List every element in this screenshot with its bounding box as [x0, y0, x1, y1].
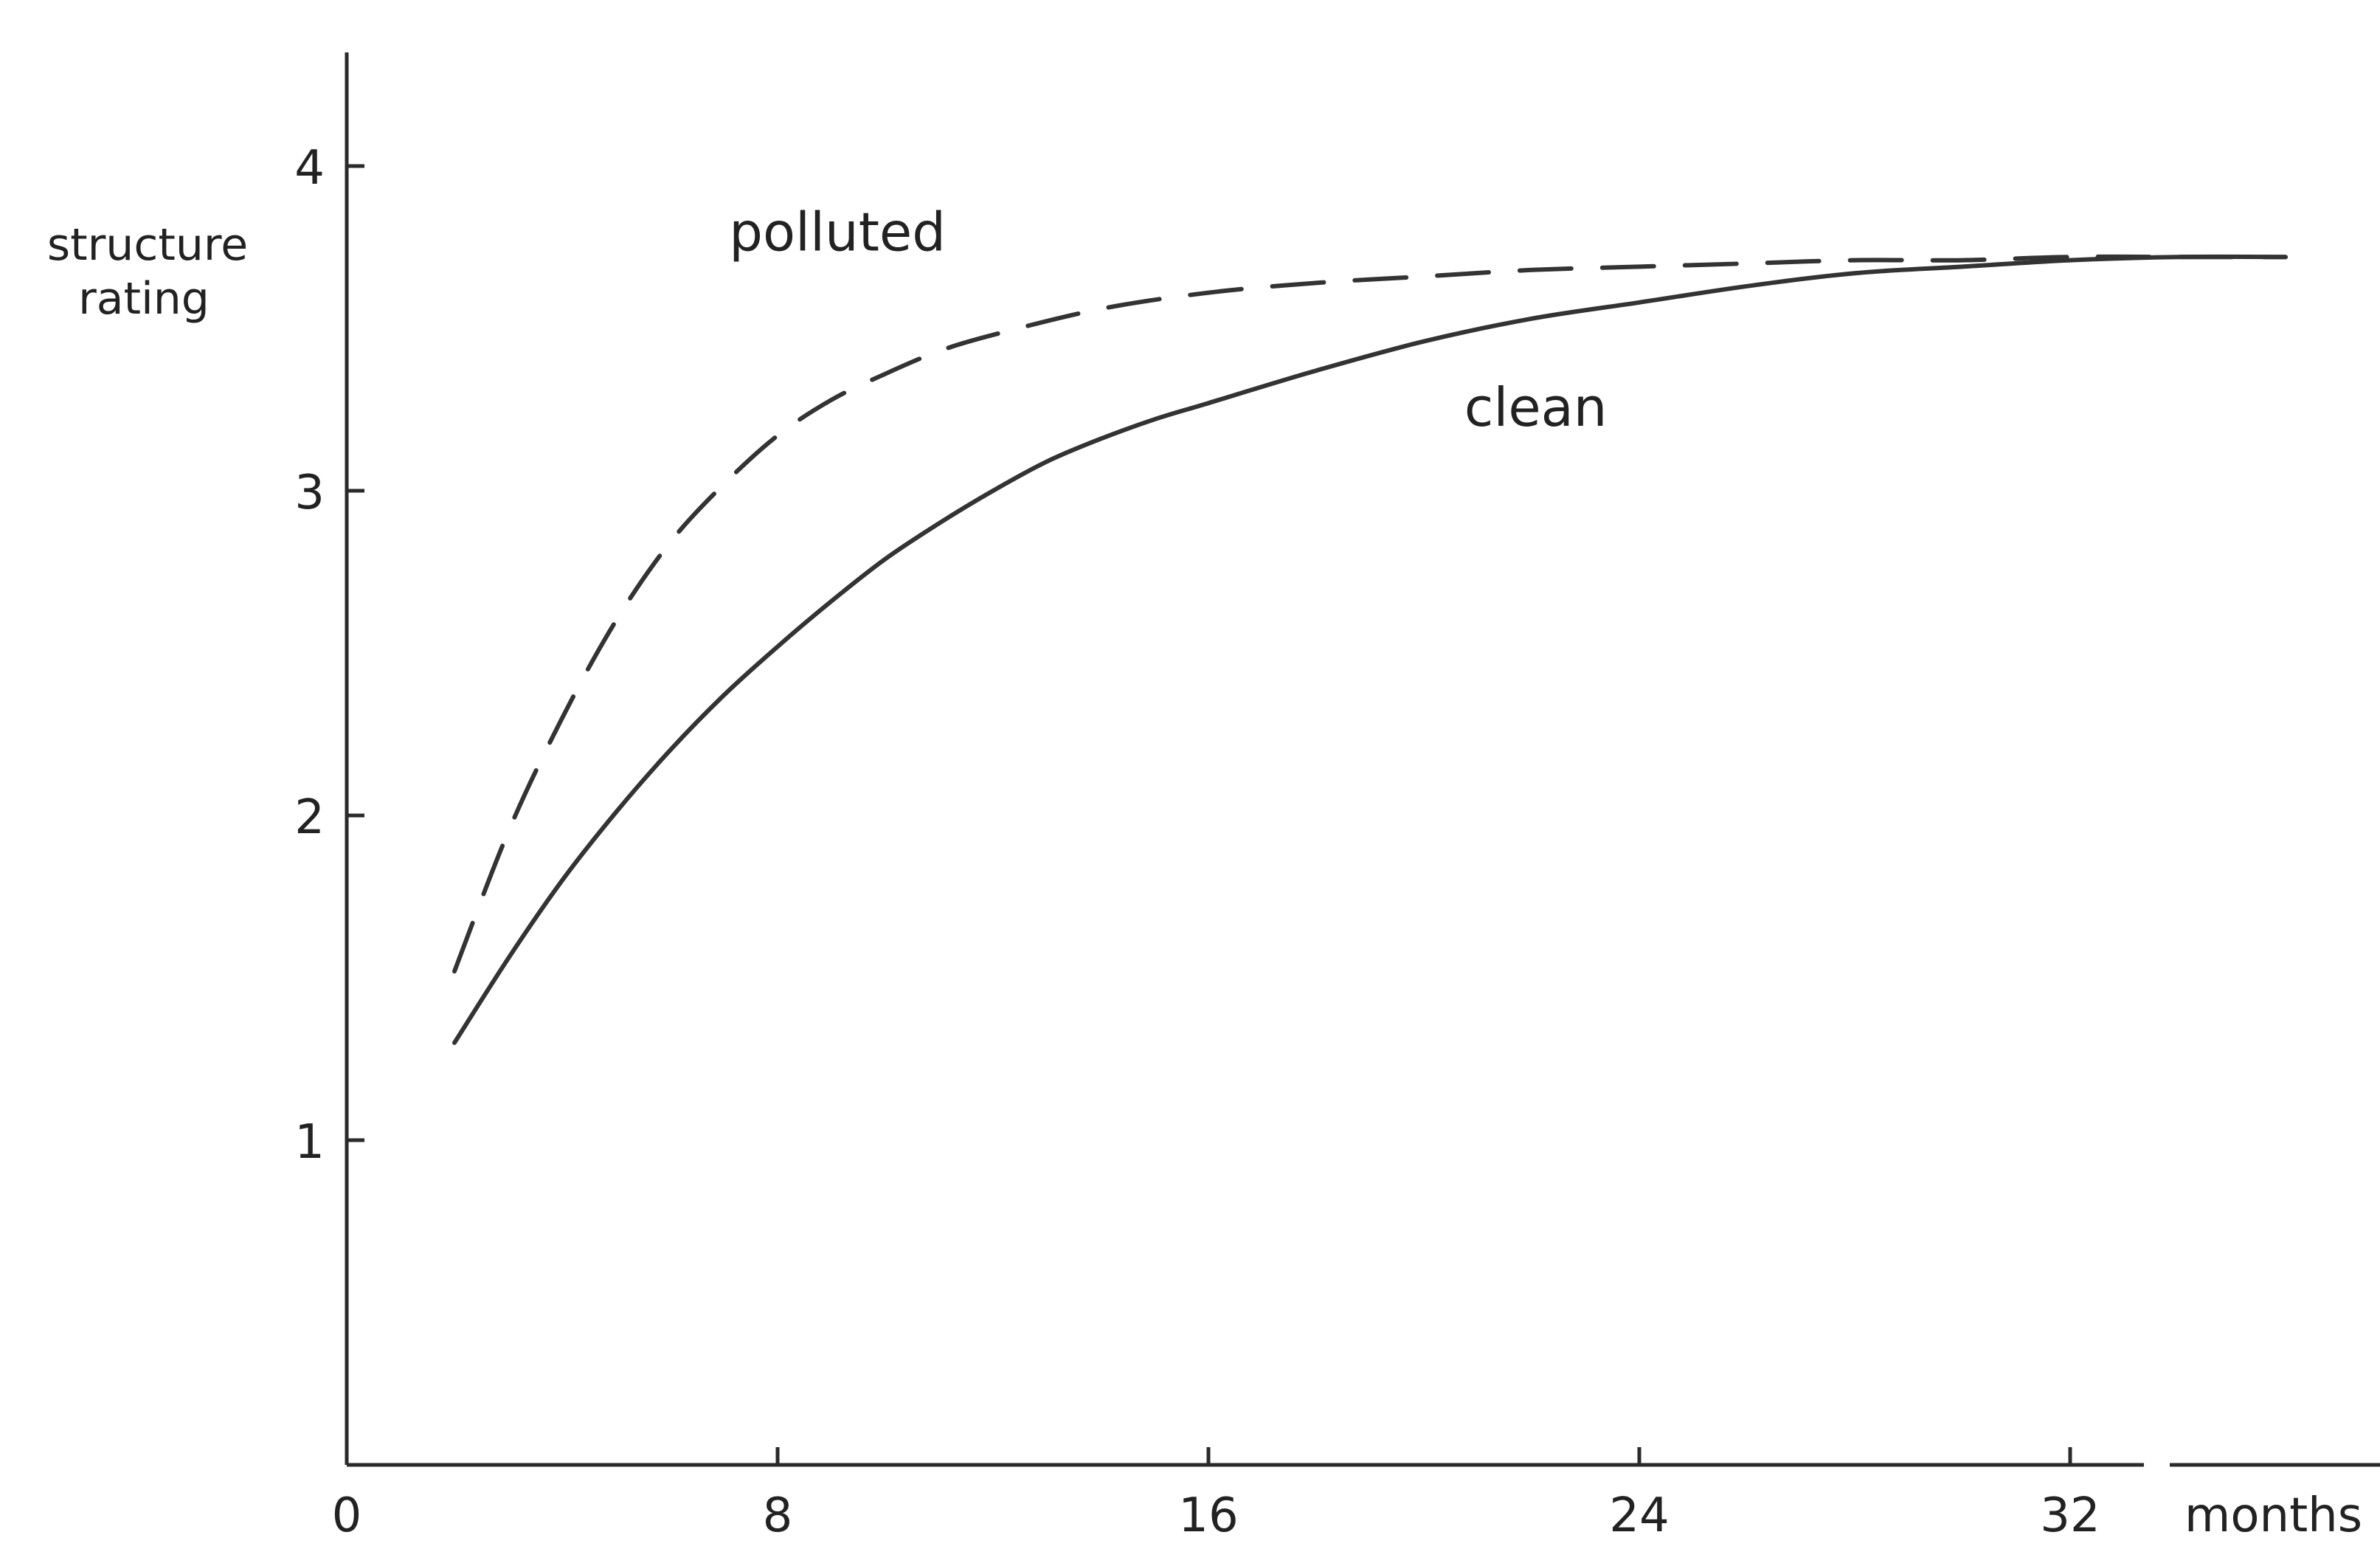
y-axis-title-line-1: structure: [47, 219, 248, 271]
x-tick-label-8: 8: [763, 1488, 793, 1543]
x-tick-label-16: 16: [1178, 1488, 1238, 1543]
ticks: 0 8 16 24 32 1 2 3 4: [294, 141, 2100, 1543]
series-label-polluted: polluted: [729, 201, 946, 263]
y-tick-label-4: 4: [294, 141, 325, 196]
x-tick-label-0: 0: [332, 1488, 362, 1543]
series-label-clean: clean: [1464, 376, 1608, 438]
axes: [345, 52, 2380, 1467]
series-line-polluted: [452, 254, 2288, 974]
y-axis-title-line-2: rating: [78, 273, 210, 325]
series-line-clean: [452, 254, 2288, 1045]
labels: structure rating months polluted clean: [47, 201, 2362, 1543]
x-tick-label-32: 32: [2040, 1488, 2100, 1543]
y-tick-label-1: 1: [294, 1115, 325, 1170]
x-tick-label-24: 24: [1609, 1488, 1669, 1543]
y-tick-label-2: 2: [294, 790, 325, 845]
x-axis-title: months: [2184, 1488, 2362, 1543]
y-tick-label-3: 3: [294, 466, 325, 520]
series: [452, 254, 2288, 1045]
